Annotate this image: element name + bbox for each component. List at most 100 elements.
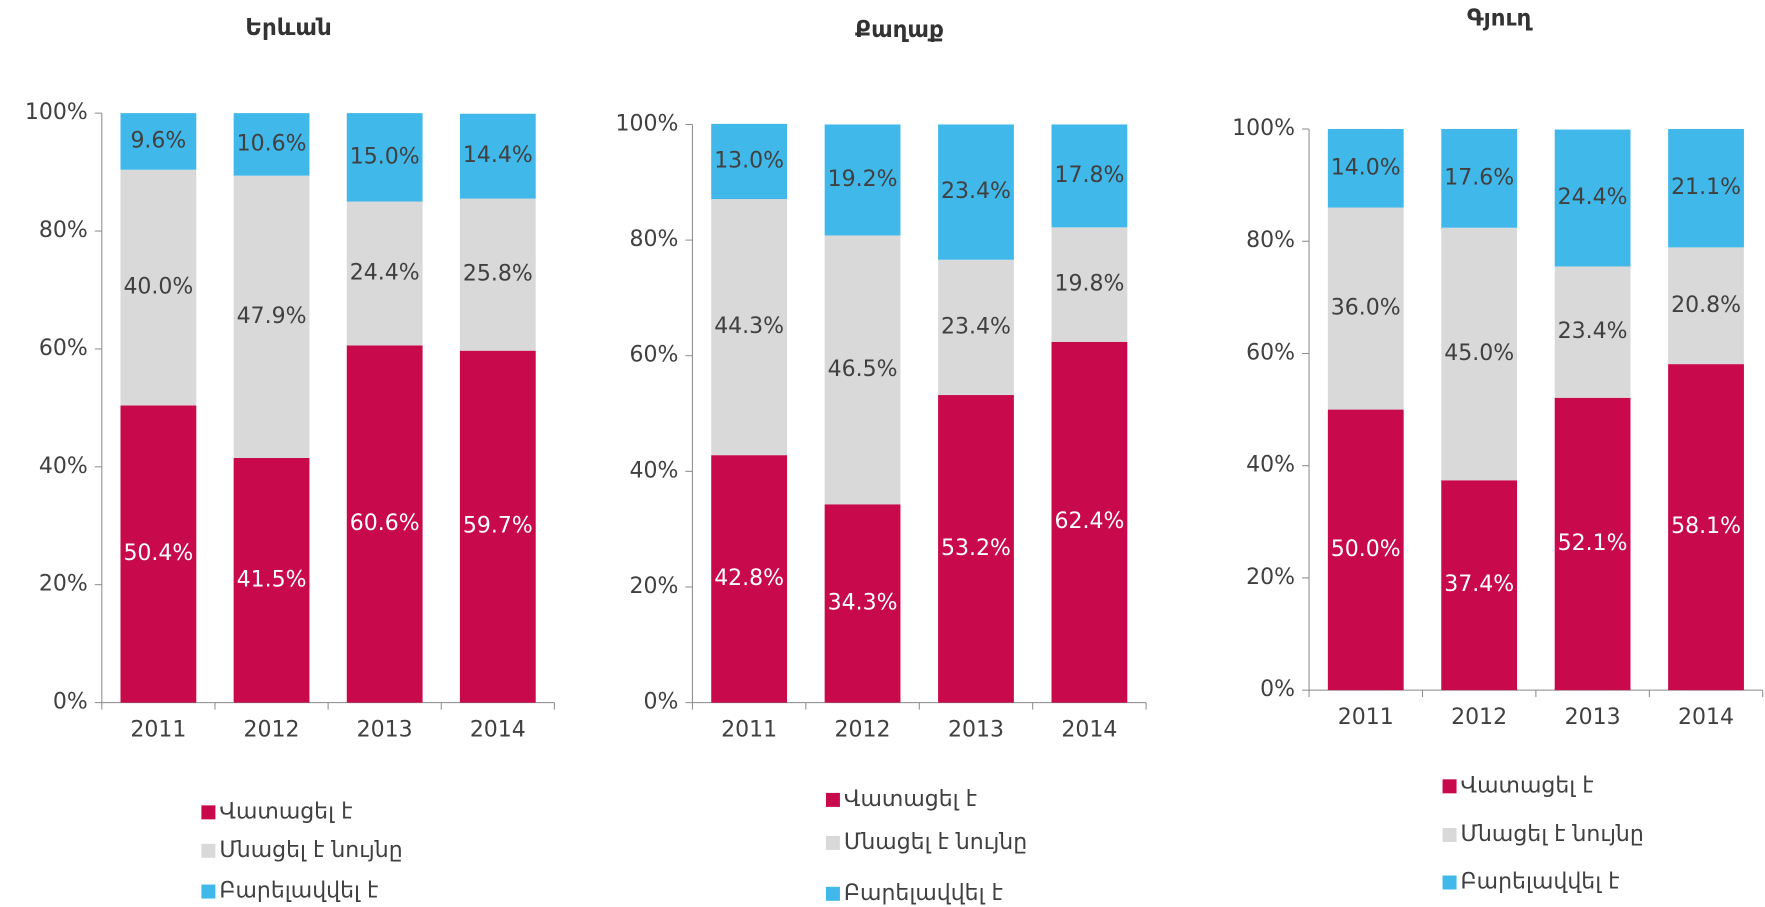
bar-segment xyxy=(1668,247,1744,365)
y-tick-label: 40% xyxy=(1246,453,1295,478)
value-label: 17.6% xyxy=(1444,165,1514,190)
y-tick-label: 100% xyxy=(1232,116,1295,141)
value-label: 19.8% xyxy=(1054,272,1124,297)
bar-segment xyxy=(1327,409,1404,691)
bar-segment xyxy=(459,113,536,199)
y-tick-label: 20% xyxy=(630,574,679,599)
bar-segment xyxy=(120,169,197,406)
bar-segment xyxy=(233,175,310,458)
y-tick-label: 40% xyxy=(39,454,88,479)
bar-segment xyxy=(346,201,423,346)
value-label: 14.0% xyxy=(1331,155,1401,180)
y-tick-label: 0% xyxy=(1260,677,1295,702)
y-tick-label: 80% xyxy=(630,227,679,252)
legend-label: Վատացել է xyxy=(1461,773,1594,798)
value-label: 36.0% xyxy=(1331,296,1401,321)
value-label: 19.2% xyxy=(828,167,898,192)
legend-label: Մնացել է նույնը xyxy=(844,830,1027,855)
value-label: 34.3% xyxy=(828,590,898,615)
bar-segment xyxy=(711,455,788,703)
value-label: 58.1% xyxy=(1671,514,1741,539)
bar-segment xyxy=(1668,364,1744,691)
bar-segment xyxy=(1051,124,1128,228)
x-tick-label: 2013 xyxy=(1565,705,1621,730)
x-tick-label: 2014 xyxy=(1061,718,1117,743)
y-tick-label: 20% xyxy=(39,572,88,597)
legend-swatch xyxy=(825,886,840,901)
bar-segment xyxy=(711,199,788,456)
bar-segment xyxy=(1441,128,1518,228)
value-label: 21.1% xyxy=(1671,175,1741,200)
bar-segment xyxy=(938,124,1014,260)
legend-swatch xyxy=(1442,875,1457,890)
bar-segment xyxy=(938,259,1014,396)
value-label: 50.0% xyxy=(1331,537,1401,562)
chart-title: Գյուղ xyxy=(1467,6,1534,32)
bar-segment xyxy=(1441,480,1518,691)
bar-segment xyxy=(1327,207,1404,410)
value-label: 50.4% xyxy=(123,541,193,566)
value-label: 45.0% xyxy=(1444,341,1514,366)
value-label: 9.6% xyxy=(130,128,186,153)
x-tick-label: 2011 xyxy=(721,718,777,743)
x-tick-label: 2013 xyxy=(948,718,1004,743)
y-tick-label: 100% xyxy=(616,111,679,136)
value-label: 37.4% xyxy=(1444,572,1514,597)
y-tick-label: 80% xyxy=(1246,228,1295,253)
legend-swatch xyxy=(825,835,840,850)
value-label: 59.7% xyxy=(463,514,533,539)
value-label: 41.5% xyxy=(237,567,307,592)
legend-label: Մնացել է նույնը xyxy=(219,838,402,863)
legend-swatch xyxy=(201,805,216,820)
value-label: 40.0% xyxy=(123,275,193,300)
y-tick-label: 60% xyxy=(39,336,88,361)
legend-label: Վատացել է xyxy=(844,787,977,812)
value-label: 24.4% xyxy=(350,260,420,285)
legend-label: Վատացել է xyxy=(219,799,352,824)
bar-segment xyxy=(824,124,901,236)
legend-swatch xyxy=(201,884,216,899)
bar-segment xyxy=(120,405,197,703)
value-label: 17.8% xyxy=(1054,163,1124,188)
value-label: 25.8% xyxy=(463,262,533,287)
legend-label: Մնացել է նույնը xyxy=(1461,822,1644,847)
legend-swatch xyxy=(201,843,216,858)
legend-swatch xyxy=(1442,779,1457,794)
bar-segment xyxy=(938,395,1014,703)
value-label: 13.0% xyxy=(714,148,784,173)
bar-segment xyxy=(120,113,197,170)
value-label: 15.0% xyxy=(350,144,420,169)
bar-segment xyxy=(1668,128,1744,248)
x-tick-label: 2014 xyxy=(1678,705,1734,730)
y-tick-label: 60% xyxy=(1246,340,1295,365)
bar-segment xyxy=(233,113,310,176)
value-label: 23.4% xyxy=(941,314,1011,339)
value-label: 46.5% xyxy=(828,357,898,382)
value-label: 62.4% xyxy=(1054,509,1124,534)
value-label: 53.2% xyxy=(941,536,1011,561)
x-tick-label: 2011 xyxy=(130,718,186,743)
value-label: 24.4% xyxy=(1558,185,1628,210)
bar-segment xyxy=(1327,128,1404,208)
x-tick-label: 2012 xyxy=(1451,705,1507,730)
chart-title: Քաղաք xyxy=(855,17,944,43)
legend-swatch xyxy=(825,792,840,807)
value-label: 44.3% xyxy=(714,314,784,339)
legend-label: Բարելավվել է xyxy=(1461,870,1620,895)
value-label: 60.6% xyxy=(350,511,420,536)
x-tick-label: 2014 xyxy=(470,718,526,743)
bar-segment xyxy=(1051,227,1128,342)
value-label: 23.4% xyxy=(941,179,1011,204)
bar-segment xyxy=(1051,341,1128,703)
bar-segment xyxy=(824,235,901,505)
y-tick-label: 60% xyxy=(630,343,679,368)
x-tick-label: 2012 xyxy=(835,718,891,743)
value-label: 20.8% xyxy=(1671,293,1741,318)
value-label: 42.8% xyxy=(714,566,784,591)
value-label: 52.1% xyxy=(1558,531,1628,556)
bar-segment xyxy=(233,457,310,703)
x-tick-label: 2013 xyxy=(357,718,413,743)
bar-segment xyxy=(1554,397,1631,691)
y-tick-label: 0% xyxy=(644,690,679,715)
